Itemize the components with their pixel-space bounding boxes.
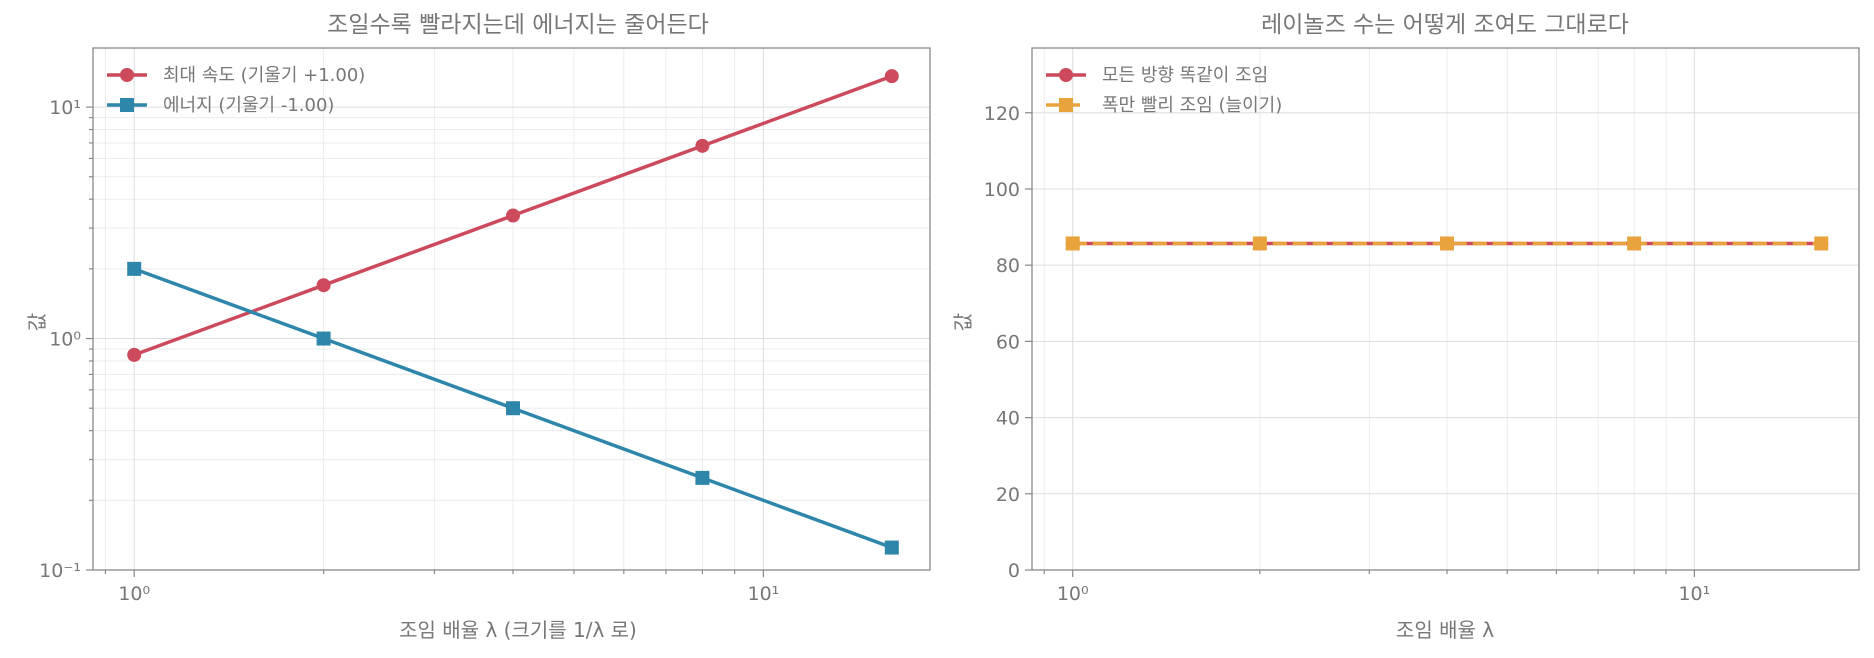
- legend-marker-square: [1059, 98, 1073, 112]
- data-point-square: [1814, 236, 1829, 251]
- series-layer-left: [127, 69, 899, 555]
- chart-title-left: 조일수록 빨라지는데 에너지는 줄어든다: [327, 12, 709, 38]
- data-point-square: [884, 540, 899, 555]
- y-axis-label-left: 값: [25, 313, 49, 331]
- y-axis-label-right: 값: [951, 313, 975, 331]
- legend-label-1: 폭만 빨리 조임 (늘이기): [1102, 95, 1282, 116]
- data-point-square: [1252, 236, 1267, 251]
- x-tick-label: 10¹: [1678, 583, 1710, 605]
- chart-panel-left: 조일수록 빨라지는데 에너지는 줄어든다 조임 배율 λ (크기를 1/λ 로)…: [25, 12, 931, 642]
- data-point-square: [1439, 236, 1454, 251]
- data-point-square: [695, 470, 710, 485]
- legend-label-0: 최대 속도 (기울기 +1.00): [163, 65, 365, 86]
- ticks-right: 10⁰ 10¹ 0 20 40 60 80 100 120: [984, 103, 1711, 605]
- legend-marker-circle: [1059, 68, 1073, 82]
- y-tick-label: 80: [996, 255, 1020, 277]
- plot-frame-right: [1031, 47, 1860, 571]
- series-layer-right: [1065, 236, 1829, 251]
- ticks-left: 10⁰ 10¹ 10⁻¹ 10⁰ 10¹: [39, 97, 779, 605]
- x-axis-label-left: 조임 배율 λ (크기를 1/λ 로): [399, 618, 637, 642]
- y-tick-label: 10⁻¹: [39, 560, 81, 582]
- data-point-square: [1627, 236, 1642, 251]
- legend-marker-square: [120, 98, 134, 112]
- data-point-square: [506, 401, 521, 416]
- x-tick-label: 10⁰: [118, 583, 150, 605]
- x-tick-label: 10⁰: [1057, 583, 1089, 605]
- legend-label-1: 에너지 (기울기 -1.00): [163, 95, 334, 116]
- y-tick-label: 10⁰: [49, 329, 81, 351]
- chart-title-right: 레이놀즈 수는 어떻게 조여도 그대로다: [1261, 12, 1629, 38]
- data-point-circle: [695, 138, 710, 153]
- y-tick-label: 20: [996, 484, 1020, 506]
- data-point-circle: [127, 347, 142, 362]
- y-tick-label: 10¹: [49, 97, 81, 119]
- y-tick-label: 120: [984, 103, 1020, 125]
- grid-left: [93, 48, 930, 571]
- data-point-circle: [884, 69, 899, 84]
- data-point-square: [1065, 236, 1080, 251]
- y-tick-label: 0: [1008, 560, 1020, 582]
- data-point-circle: [316, 278, 331, 293]
- grid-right: [1032, 48, 1859, 571]
- legend-label-0: 모든 방향 똑같이 조임: [1102, 65, 1268, 86]
- y-tick-label: 40: [996, 408, 1020, 430]
- data-point-square: [316, 331, 331, 346]
- plot-frame-left: [92, 47, 931, 571]
- data-point-circle: [506, 208, 521, 223]
- data-point-square: [127, 261, 142, 276]
- y-tick-label: 60: [996, 331, 1020, 353]
- x-axis-label-right: 조임 배율 λ: [1396, 618, 1494, 642]
- y-tick-label: 100: [984, 179, 1020, 201]
- x-tick-label: 10¹: [747, 583, 779, 605]
- legend-left: 최대 속도 (기울기 +1.00) 에너지 (기울기 -1.00): [107, 65, 365, 116]
- legend-marker-circle: [120, 68, 134, 82]
- chart-panel-right: 레이놀즈 수는 어떻게 조여도 그대로다 조임 배율 λ 값 10⁰ 10¹ 0 20…: [951, 12, 1860, 642]
